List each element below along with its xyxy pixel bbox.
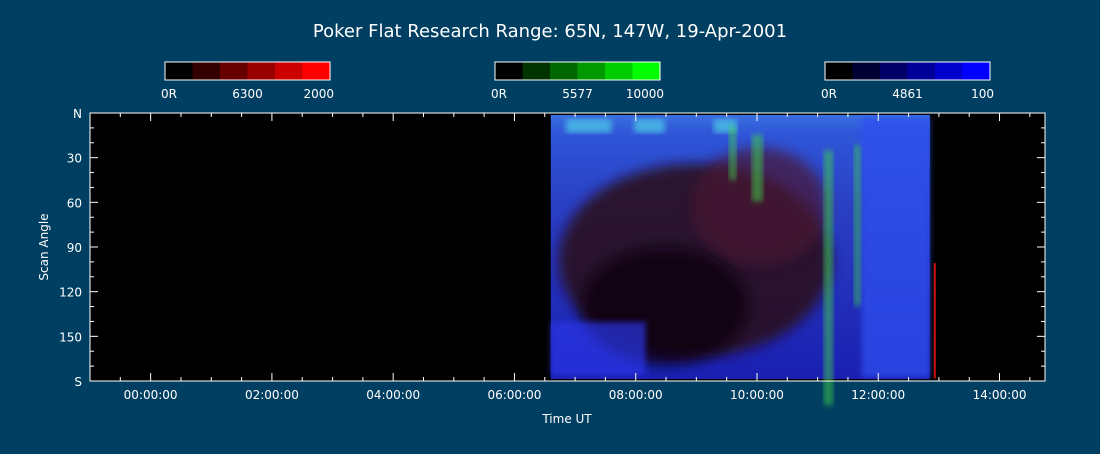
colorbar-frame <box>494 61 661 81</box>
y-tick-label: N <box>73 107 82 121</box>
colorbar-swatch <box>880 62 908 80</box>
x-tick-label: 04:00:00 <box>366 388 420 402</box>
red-artifact-line <box>933 263 936 379</box>
x-tick-label: 08:00:00 <box>609 388 663 402</box>
aurora-green-streak <box>854 145 862 306</box>
colorbar-min-label: 0R <box>491 87 507 101</box>
colorbar-legend: 0R 6300 2000 0R 5577 10000 0R 4861 100 <box>161 61 994 101</box>
colorbar-swatch <box>962 62 991 80</box>
colorbar-swatch <box>522 62 551 80</box>
colorbar-6300: 0R 6300 2000 <box>161 61 334 101</box>
y-tick-label: 30 <box>67 152 82 166</box>
colorbar-min-label: 0R <box>161 87 177 101</box>
plot-area: 00:00:00 02:00:00 04:00:00 06:00:00 08:00:00… <box>59 107 1046 406</box>
colorbar-swatch <box>907 62 936 80</box>
x-tick-label: 12:00:00 <box>851 388 905 402</box>
colorbar-wavelength-label: 4861 <box>892 87 923 101</box>
x-tick-label: 14:00:00 <box>973 388 1027 402</box>
x-tick-label: 00:00:00 <box>124 388 178 402</box>
y-tick-label: 150 <box>59 330 82 344</box>
colorbar-swatch <box>165 62 193 80</box>
colorbar-swatch <box>495 62 523 80</box>
y-axis: N 30 60 90 120 150 S <box>59 107 1045 389</box>
y-axis-label: Scan Angle <box>37 213 51 280</box>
aurora-green-streak <box>823 150 834 406</box>
chart-title: Poker Flat Research Range: 65N, 147W, 19… <box>313 21 787 42</box>
colorbar-max-label: 2000 <box>303 87 334 101</box>
colorbar-min-label: 0R <box>821 87 837 101</box>
aurora-cyan-streak <box>634 119 665 133</box>
y-tick-label: 120 <box>59 286 82 300</box>
heatmap-image <box>550 115 936 406</box>
x-tick-label: 02:00:00 <box>245 388 299 402</box>
colorbar-swatch <box>825 62 853 80</box>
x-axis: 00:00:00 02:00:00 04:00:00 06:00:00 08:00:00… <box>89 113 1031 402</box>
colorbar-wavelength-label: 6300 <box>232 87 263 101</box>
y-tick-label: 90 <box>67 241 82 255</box>
aurora-green-streak <box>751 134 764 202</box>
colorbar-wavelength-label: 5577 <box>562 87 593 101</box>
colorbar-frame <box>164 61 331 81</box>
colorbar-swatch <box>852 62 881 80</box>
colorbar-swatch <box>550 62 578 80</box>
colorbar-frame <box>824 61 991 81</box>
colorbar-swatch <box>275 62 303 80</box>
aurora-green-streak <box>728 126 737 180</box>
aurora-red-glow <box>691 147 828 266</box>
colorbar-4861: 0R 4861 100 <box>821 61 994 101</box>
x-axis-label: Time UT <box>541 412 592 426</box>
colorbar-swatch <box>192 62 221 80</box>
aurora-blue-edge <box>861 117 930 377</box>
colorbar-swatch <box>577 62 606 80</box>
colorbar-max-label: 100 <box>971 87 994 101</box>
x-tick-label: 10:00:00 <box>730 388 784 402</box>
y-tick-label: 60 <box>67 196 82 210</box>
colorbar-swatch <box>632 62 661 80</box>
colorbar-swatch <box>302 62 331 80</box>
aurora-blue-lower <box>550 322 646 376</box>
y-tick-label: S <box>74 375 82 389</box>
aurora-cyan-streak <box>565 119 612 133</box>
x-tick-label: 06:00:00 <box>487 388 541 402</box>
colorbar-5577: 0R 5577 10000 <box>491 61 664 101</box>
colorbar-swatch <box>605 62 633 80</box>
colorbar-swatch <box>247 62 276 80</box>
colorbar-swatch <box>935 62 963 80</box>
colorbar-swatch <box>220 62 248 80</box>
colorbar-max-label: 10000 <box>626 87 664 101</box>
